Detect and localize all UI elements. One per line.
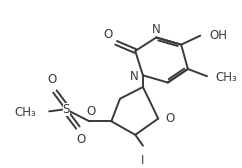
Text: O: O [76, 133, 85, 146]
Text: O: O [165, 112, 174, 125]
Text: CH₃: CH₃ [216, 71, 237, 84]
Text: N: N [152, 23, 161, 36]
Text: I: I [141, 154, 145, 167]
Text: N: N [129, 70, 138, 83]
Text: O: O [87, 105, 96, 118]
Text: S: S [63, 103, 70, 116]
Text: O: O [47, 73, 57, 86]
Text: OH: OH [210, 29, 228, 42]
Text: CH₃: CH₃ [14, 106, 36, 119]
Text: O: O [103, 28, 112, 41]
